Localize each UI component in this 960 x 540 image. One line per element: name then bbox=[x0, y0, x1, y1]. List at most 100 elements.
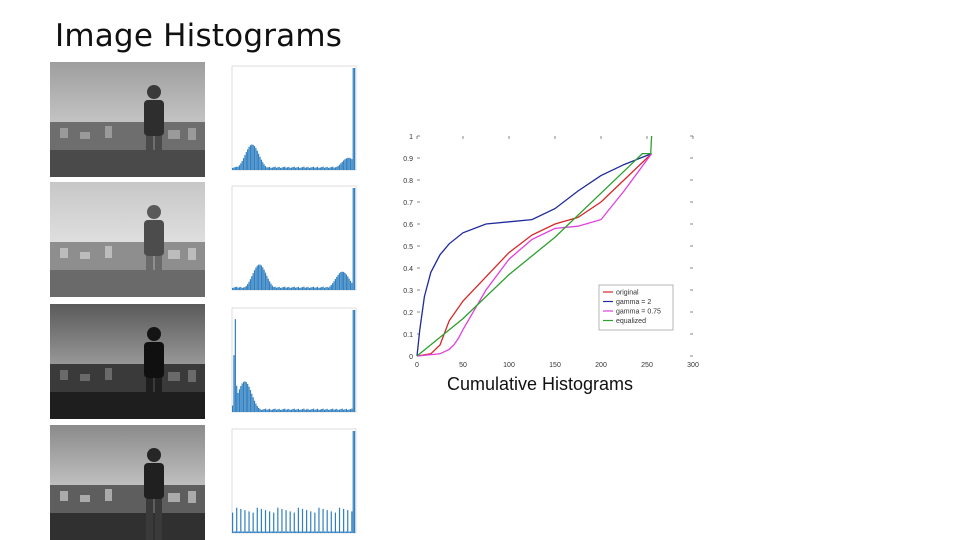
histogram-bar bbox=[332, 283, 334, 290]
histogram-bar bbox=[332, 408, 334, 412]
histogram-bar bbox=[326, 408, 328, 412]
histogram-bar bbox=[238, 531, 241, 533]
histogram-bar bbox=[312, 166, 315, 170]
histogram-bar bbox=[341, 408, 343, 412]
series-line-gamma-0-75 bbox=[416, 153, 653, 357]
y-tick-label: 0.2 bbox=[403, 310, 413, 317]
histogram-bar bbox=[297, 408, 299, 412]
histogram-bar bbox=[270, 283, 272, 290]
histogram-bar bbox=[316, 531, 319, 533]
histogram-bar bbox=[312, 286, 315, 290]
histogram-bar bbox=[278, 531, 280, 533]
slide-title: Image Histograms bbox=[55, 18, 343, 54]
histogram-bar bbox=[258, 264, 260, 290]
histogram-bar bbox=[330, 167, 332, 170]
histogram-bar bbox=[266, 167, 268, 170]
histogram-bar bbox=[341, 531, 343, 533]
histogram-bar bbox=[266, 275, 268, 290]
histogram-bar bbox=[249, 279, 252, 290]
histogram-frame bbox=[231, 185, 357, 291]
histogram-bar bbox=[322, 508, 324, 533]
histogram-bar bbox=[253, 531, 256, 533]
histogram-bar bbox=[297, 507, 299, 533]
histogram-bar bbox=[281, 167, 283, 170]
histogram-bar bbox=[289, 511, 291, 533]
histogram-bar bbox=[271, 285, 273, 290]
histogram-bar bbox=[263, 269, 265, 290]
histogram-bar bbox=[237, 392, 239, 412]
histogram-bar bbox=[318, 409, 320, 412]
histogram-bar bbox=[337, 274, 339, 290]
histogram-bar bbox=[282, 531, 284, 533]
histogram-bar bbox=[316, 408, 319, 412]
histogram-bar bbox=[347, 276, 349, 290]
photo-gamma-2 bbox=[50, 182, 205, 297]
histogram-bar bbox=[269, 166, 271, 170]
histogram-bar bbox=[284, 286, 286, 290]
histogram-bar bbox=[274, 408, 276, 412]
histogram-bar bbox=[312, 531, 315, 533]
histogram-bar bbox=[318, 507, 320, 533]
histogram-bar bbox=[322, 286, 324, 290]
histogram-bar bbox=[259, 264, 261, 290]
histogram-chart-equalized bbox=[231, 428, 357, 534]
histogram-bar bbox=[308, 409, 310, 412]
histogram-bar bbox=[259, 156, 261, 170]
histogram-bar bbox=[267, 531, 269, 533]
histogram-bar bbox=[318, 167, 320, 170]
histogram-bar bbox=[244, 155, 246, 170]
histogram-bar bbox=[330, 284, 332, 290]
histogram-bar bbox=[240, 508, 242, 533]
histogram-bar bbox=[248, 511, 250, 533]
histogram-bar bbox=[240, 386, 242, 412]
series-line-equalized bbox=[416, 135, 653, 357]
histogram-bar bbox=[271, 531, 273, 533]
histogram-bar bbox=[354, 68, 356, 170]
histogram-bar bbox=[290, 409, 293, 412]
histogram-bar bbox=[333, 167, 335, 170]
histogram-bar bbox=[348, 531, 350, 533]
histogram-bar bbox=[278, 286, 280, 290]
histogram-bar bbox=[300, 409, 302, 412]
histogram-bar bbox=[301, 167, 304, 170]
histogram-bar bbox=[307, 531, 309, 533]
histogram-bar bbox=[327, 167, 330, 170]
histogram-bar bbox=[351, 282, 353, 290]
histogram-bar bbox=[270, 409, 272, 412]
histogram-bar bbox=[321, 287, 323, 290]
histogram-bar bbox=[248, 386, 250, 412]
histogram-bar bbox=[274, 166, 276, 170]
histogram-bar bbox=[241, 531, 243, 533]
histogram-bar bbox=[234, 319, 236, 412]
histogram-bar bbox=[299, 287, 301, 290]
histogram-bar bbox=[247, 284, 249, 290]
histogram-bar bbox=[344, 531, 346, 533]
histogram-bar bbox=[310, 511, 312, 533]
histogram-bar bbox=[281, 508, 283, 533]
histogram-bar bbox=[347, 409, 349, 412]
histogram-bar bbox=[319, 409, 321, 412]
histogram-bar bbox=[264, 510, 267, 533]
histogram-bar bbox=[290, 531, 293, 533]
histogram-bar bbox=[307, 166, 309, 170]
y-tick-label: 0.5 bbox=[403, 244, 413, 251]
histogram-bar bbox=[293, 512, 295, 533]
histogram-bar bbox=[340, 531, 342, 533]
histogram-bar bbox=[237, 287, 239, 290]
histogram-bar bbox=[322, 166, 324, 170]
histogram-bar bbox=[351, 159, 353, 170]
histogram-bar bbox=[238, 165, 241, 170]
histogram-bar bbox=[260, 265, 262, 290]
histogram-bar bbox=[303, 166, 305, 170]
histogram-bar bbox=[314, 287, 316, 290]
histogram-bar bbox=[337, 531, 339, 533]
histogram-bar bbox=[249, 390, 252, 412]
histogram-bar bbox=[310, 409, 312, 412]
histogram-bar bbox=[256, 150, 258, 170]
histogram-bars bbox=[232, 68, 356, 170]
histogram-bar bbox=[295, 167, 297, 170]
histogram-bar bbox=[277, 507, 279, 533]
histogram-bar bbox=[319, 287, 321, 290]
histogram-bar bbox=[278, 408, 280, 412]
histogram-bar bbox=[352, 68, 354, 170]
